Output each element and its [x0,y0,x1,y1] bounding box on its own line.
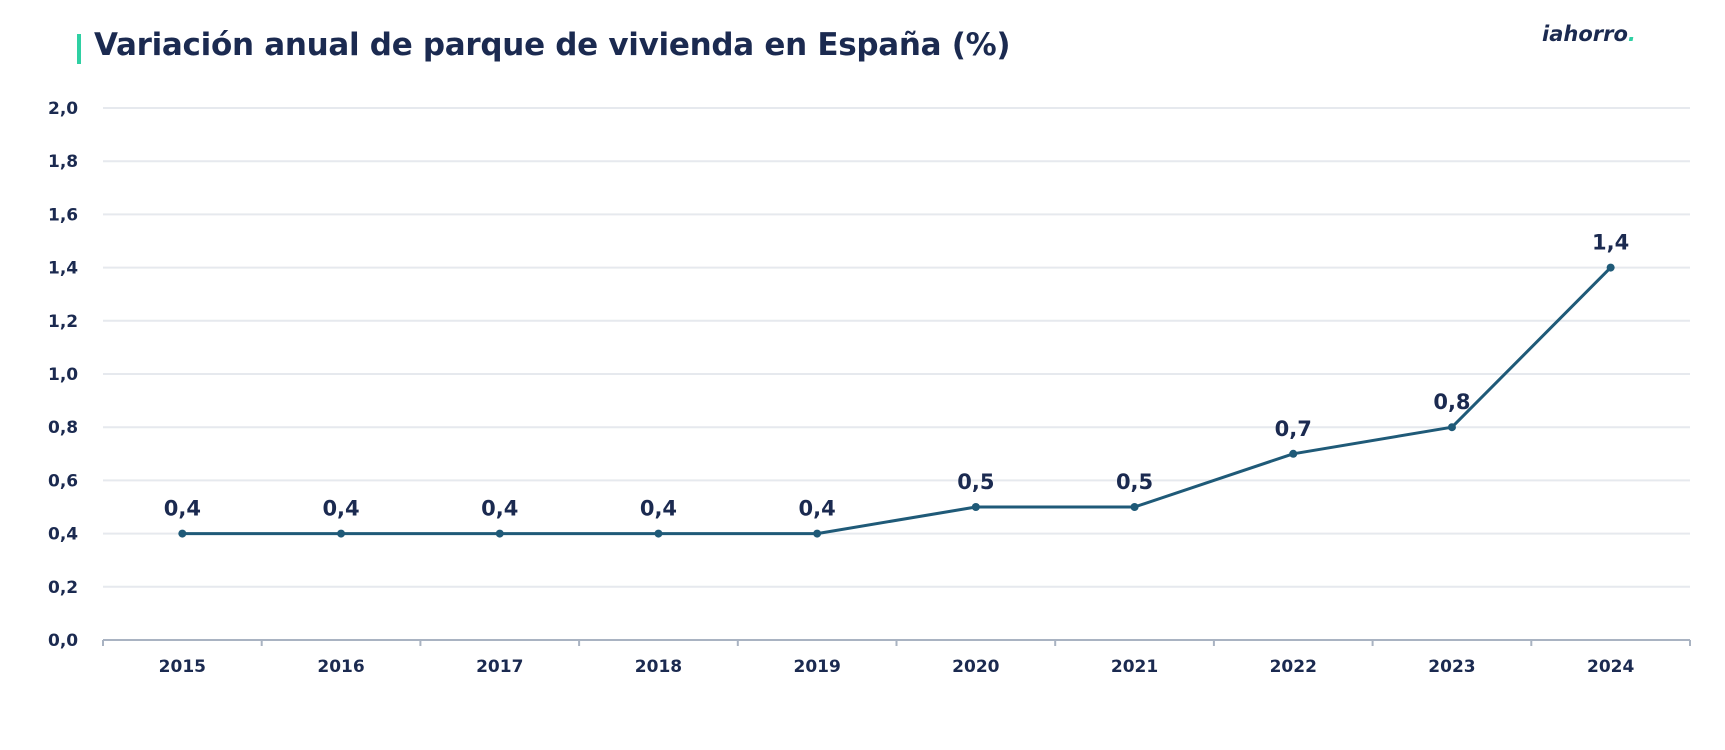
x-tick-label: 2016 [317,657,364,677]
series-line-path [180,266,1613,536]
x-tick-label: 2024 [1587,657,1634,677]
x-tick-label: 2015 [159,657,206,677]
data-label: 0,8 [1433,390,1470,414]
x-tick-label: 2017 [476,657,523,677]
data-label: 1,4 [1592,231,1629,255]
data-point [654,529,663,538]
data-label: 0,4 [799,497,836,521]
y-tick-label: 1,6 [48,205,78,225]
data-label: 0,4 [481,497,518,521]
data-label: 0,7 [1275,417,1312,441]
series-line [180,266,1613,536]
chart-header: Variación anual de parque de vivienda en… [0,0,1725,92]
x-tick-label: 2022 [1270,657,1317,677]
x-tick-label: 2019 [793,657,840,677]
data-point [495,529,504,538]
y-tick-label: 1,4 [48,259,78,279]
data-label: 0,5 [1116,470,1153,494]
x-tick-label: 2018 [635,657,682,677]
y-tick-label: 1,0 [48,365,78,385]
y-tick-label: 0,0 [48,631,78,651]
y-tick-label: 0,6 [48,471,78,491]
brand-logo-text: iahorro [1542,22,1628,46]
y-axis-tick-labels: 0,0 0,2 0,4 0,6 0,8 1,0 1,2 1,4 1,6 1,8 2,0 [48,99,78,651]
x-tick-label: 2020 [952,657,999,677]
x-tick-label: 2023 [1428,657,1475,677]
data-point [971,503,980,511]
y-tick-label: 1,2 [48,312,78,332]
x-tick-label: 2021 [1111,657,1158,677]
data-point [1447,423,1456,432]
data-point [178,529,187,538]
series-points [178,263,1615,538]
data-point [1606,263,1615,272]
data-point [1130,503,1139,511]
data-labels: 0,4 0,4 0,4 0,4 0,4 0,5 0,5 0,7 0,8 1,4 [164,231,1630,521]
data-point [1289,449,1298,458]
data-point [337,529,346,538]
data-label: 0,4 [640,497,677,521]
y-tick-label: 1,8 [48,152,78,172]
brand-logo-dot: . [1627,22,1636,46]
chart-title: Variación anual de parque de vivienda en… [94,27,1011,63]
y-tick-label: 0,4 [48,525,78,545]
data-label: 0,4 [164,497,201,521]
brand-logo: iahorro. [1542,22,1636,46]
data-point [813,529,822,538]
data-label: 0,4 [322,497,359,521]
title-accent-bar [77,34,81,64]
x-axis [102,639,1691,646]
grid-lines [103,107,1690,588]
data-label: 0,5 [957,470,994,494]
y-tick-label: 2,0 [48,99,78,119]
x-axis-tick-labels: 2015 2016 2017 2018 2019 2020 2021 2022 2023 2024 [159,657,1635,677]
y-tick-label: 0,8 [48,418,78,438]
y-tick-label: 0,2 [48,578,78,598]
